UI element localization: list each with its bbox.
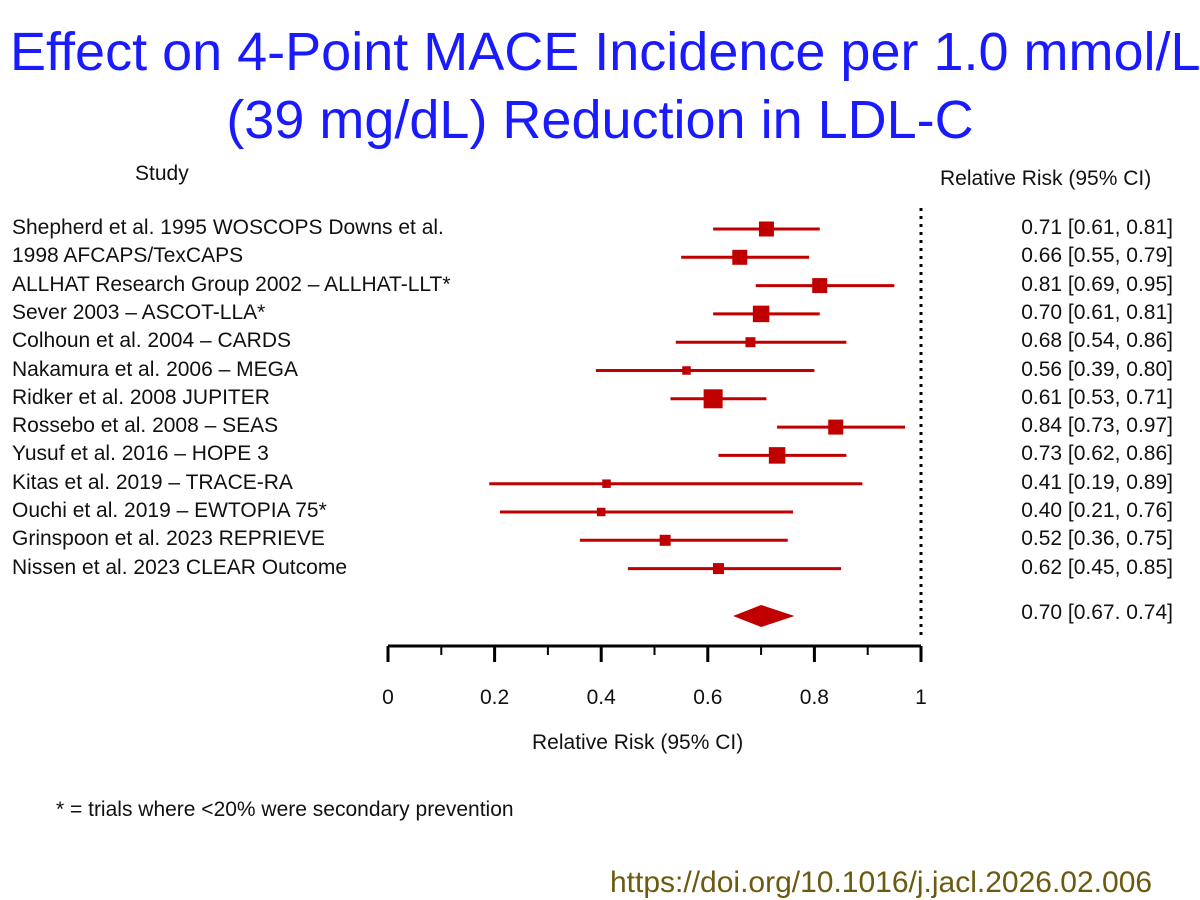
ci-value-label: 0.62 [0.45, 0.85] — [1021, 555, 1173, 579]
point-estimate-marker — [659, 534, 671, 546]
ci-column-header: Relative Risk (95% CI) — [940, 167, 1152, 190]
ci-value-label: 0.66 [0.55, 0.79] — [1021, 244, 1173, 268]
ci-value-label: 0.61 [0.53, 0.71] — [1021, 385, 1173, 409]
point-estimate-marker — [602, 479, 611, 488]
study-label: Colhoun et al. 2004 – CARDS — [12, 329, 291, 353]
point-estimate-marker — [758, 221, 774, 237]
x-tick-label: 0.2 — [480, 686, 509, 709]
ci-value-label: 0.41 [0.19, 0.89] — [1021, 470, 1173, 494]
point-estimate-marker — [828, 419, 844, 435]
study-column-header: Study — [135, 162, 189, 185]
study-label: ALLHAT Research Group 2002 – ALLHAT-LLT* — [12, 272, 451, 296]
study-label: Rossebo et al. 2008 – SEAS — [12, 414, 279, 438]
ci-value-label: 0.68 [0.54, 0.86] — [1021, 329, 1173, 353]
point-estimate-marker — [596, 507, 606, 517]
study-label: 1998 AFCAPS/TexCAPS — [12, 244, 244, 268]
title-line-2: (39 mg/dL) Reduction in LDL-C — [226, 90, 974, 150]
x-axis-label: Relative Risk (95% CI) — [532, 731, 744, 754]
doi-link[interactable]: https://doi.org/10.1016/j.jacl.2026.02.0… — [610, 866, 1153, 899]
title-line-1: Effect on 4-Point MACE Incidence per 1.0… — [10, 22, 1200, 82]
x-tick-label: 0.4 — [587, 686, 617, 709]
point-estimate-marker — [703, 389, 723, 409]
study-label: Yusuf et al. 2016 – HOPE 3 — [12, 442, 269, 466]
study-label: Ridker et al. 2008 JUPITER — [12, 385, 270, 409]
x-tick-label: 0.6 — [693, 686, 722, 709]
ci-value-label: 0.56 [0.39, 0.80] — [1021, 357, 1173, 381]
point-estimate-marker — [812, 278, 828, 294]
footnote: * = trials where <20% were secondary pre… — [56, 798, 514, 821]
pooled-ci-label: 0.70 [0.67. 0.74] — [1021, 601, 1173, 624]
study-label: Ouchi et al. 2019 – EWTOPIA 75* — [12, 499, 327, 522]
ci-value-label: 0.73 [0.62, 0.86] — [1021, 442, 1173, 466]
ci-value-label: 0.81 [0.69, 0.95] — [1021, 272, 1173, 296]
x-tick-label: 1 — [915, 686, 927, 709]
point-estimate-marker — [768, 447, 786, 464]
point-estimate-marker — [682, 366, 691, 375]
ci-value-label: 0.70 [0.61, 0.81] — [1021, 300, 1173, 324]
point-estimate-marker — [712, 563, 724, 575]
point-estimate-marker — [732, 249, 748, 265]
study-label: Shepherd et al. 1995 WOSCOPS Downs et al… — [12, 216, 444, 239]
study-label: Sever 2003 – ASCOT-LLA* — [12, 300, 266, 324]
pooled-estimate-diamond — [733, 605, 795, 627]
x-tick-label: 0.8 — [800, 686, 829, 709]
study-label: Kitas et al. 2019 – TRACE-RA — [12, 470, 293, 494]
study-label: Grinspoon et al. 2023 REPRIEVE — [12, 527, 325, 551]
ci-value-label: 0.71 [0.61, 0.81] — [1021, 216, 1173, 239]
study-label: Nissen et al. 2023 CLEAR Outcome — [12, 555, 347, 579]
point-estimate-marker — [752, 305, 770, 323]
x-tick-label: 0 — [382, 686, 394, 709]
ci-value-label: 0.52 [0.36, 0.75] — [1021, 527, 1173, 551]
ci-value-label: 0.84 [0.73, 0.97] — [1021, 414, 1173, 438]
point-estimate-marker — [745, 337, 756, 348]
study-label: Nakamura et al. 2006 – MEGA — [12, 357, 298, 381]
ci-value-label: 0.40 [0.21, 0.76] — [1021, 499, 1173, 522]
